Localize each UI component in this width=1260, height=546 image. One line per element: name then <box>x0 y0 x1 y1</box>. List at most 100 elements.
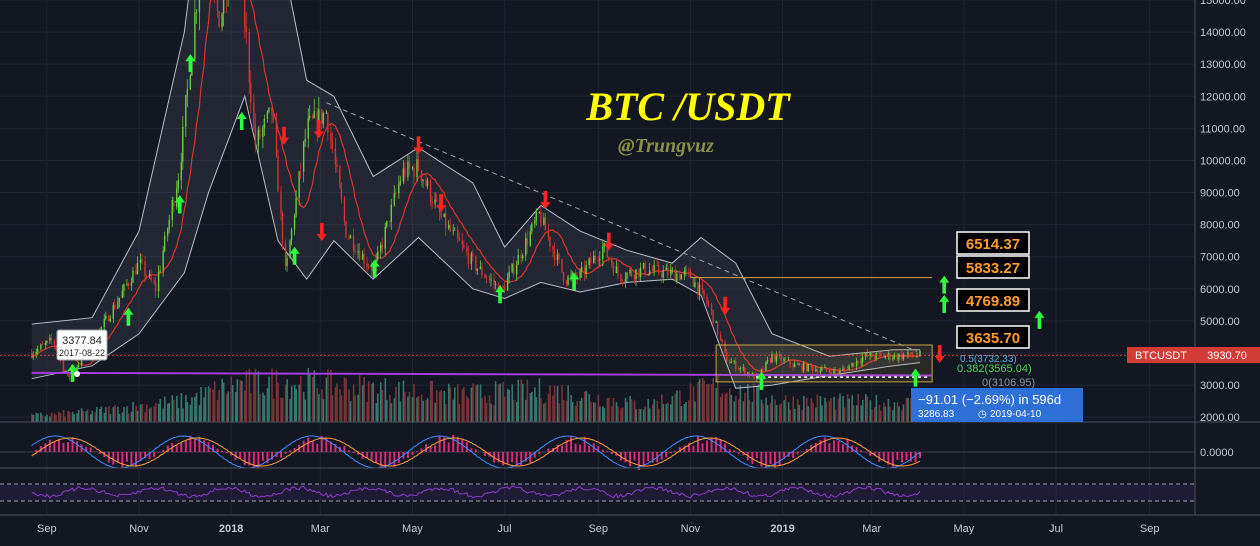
candle-body <box>354 251 355 253</box>
volume-bar <box>341 395 343 422</box>
macd-histogram-bar <box>312 441 314 452</box>
volume-bar <box>717 376 719 422</box>
target-label-4[interactable]: 3635.70 <box>957 326 1029 348</box>
volume-bar <box>76 413 78 422</box>
volume-bar <box>36 413 38 422</box>
candle-body <box>167 229 168 236</box>
volume-bar <box>575 406 577 422</box>
candle-body <box>599 259 600 261</box>
volume-bar <box>117 407 119 422</box>
candle-body <box>702 285 703 290</box>
candle-body <box>218 11 219 27</box>
volume-bar <box>412 397 414 422</box>
volume-bar <box>898 406 900 422</box>
macd-histogram-bar <box>348 450 350 452</box>
candle-body <box>422 180 423 181</box>
volume-bar <box>372 382 374 422</box>
volume-bar <box>267 388 269 422</box>
volume-bar <box>585 391 587 422</box>
start-anchor-point[interactable] <box>74 371 80 377</box>
macd-histogram-bar <box>244 452 246 465</box>
last-price-tag[interactable]: BTCUSDT 3930.70 <box>1127 347 1260 363</box>
volume-bar <box>622 408 624 422</box>
candle-body <box>108 316 109 321</box>
macd-histogram-bar <box>289 450 291 452</box>
volume-bar <box>720 397 722 422</box>
volume-bar <box>394 398 396 422</box>
macd-histogram-bar <box>756 452 758 458</box>
price-tick-label: 7000.00 <box>1200 252 1240 264</box>
macd-histogram-bar <box>915 452 917 462</box>
candle-body <box>253 103 254 124</box>
macd-histogram-bar <box>194 438 196 452</box>
time-tick-label: 2019 <box>770 523 794 535</box>
candle-body <box>371 267 372 271</box>
volume-bar <box>87 409 89 422</box>
volume-bar <box>336 384 338 422</box>
time-tick-label: Nov <box>681 523 701 535</box>
candle-body <box>264 119 265 128</box>
candle-body <box>255 124 256 146</box>
volume-bar <box>72 412 74 422</box>
macd-histogram-bar <box>439 436 441 452</box>
candle-body <box>540 212 541 225</box>
target-labels[interactable]: 6514.37 5833.27 4769.89 3635.70 <box>957 232 1029 348</box>
candle-body <box>135 271 136 275</box>
volume-bar <box>753 384 755 422</box>
target-label-2[interactable]: 5833.27 <box>957 256 1029 278</box>
measure-callout-date: 2019-04-10 <box>990 409 1042 420</box>
volume-bar <box>164 397 166 422</box>
candle-body <box>40 345 41 349</box>
volume-bar <box>489 395 491 422</box>
volume-bar <box>155 403 157 422</box>
candle-body <box>277 156 278 192</box>
volume-bar <box>507 389 509 422</box>
measure-callout[interactable]: −91.01 (−2.69%) in 596d 3286.83 ◷ 2019-0… <box>911 388 1083 422</box>
volume-bar <box>294 385 296 422</box>
volume-bar <box>685 402 687 422</box>
volume-bar <box>137 411 139 422</box>
candle-body <box>625 279 626 282</box>
macd-histogram-bar <box>584 437 586 452</box>
candle-body <box>647 275 648 276</box>
macd-histogram-bar <box>121 452 123 467</box>
volume-bar <box>241 381 243 422</box>
candle-body <box>567 276 568 284</box>
macd-histogram-bar <box>647 452 649 461</box>
candle-body <box>427 180 428 186</box>
volume-bar <box>490 404 492 422</box>
candle-body <box>273 115 274 120</box>
volume-bar <box>389 395 391 422</box>
volume-bar <box>495 381 497 422</box>
volume-bar <box>774 399 776 422</box>
volume-bar <box>820 396 822 422</box>
volume-bar <box>743 401 745 422</box>
macd-histogram-bar <box>819 440 821 452</box>
volume-bar <box>226 394 228 422</box>
volume-bar <box>253 373 255 422</box>
volume-bar <box>770 403 772 422</box>
volume-bar <box>271 369 273 422</box>
macd-histogram-bar <box>606 451 608 452</box>
candle-body <box>486 278 487 279</box>
volume-bar <box>400 402 402 422</box>
volume-bar <box>502 382 504 422</box>
candle-body <box>291 230 292 241</box>
candle-body <box>341 188 342 199</box>
macd-histogram-bar <box>769 452 771 464</box>
macd-histogram-bar <box>860 451 862 452</box>
volume-bar <box>162 408 164 422</box>
candle-body <box>585 265 586 274</box>
candle-body <box>525 238 526 255</box>
target-label-1[interactable]: 6514.37 <box>957 232 1029 254</box>
candle-body <box>185 95 186 127</box>
candle-body <box>69 376 70 378</box>
candle-body <box>172 200 173 220</box>
target-label-3[interactable]: 4769.89 <box>957 289 1029 311</box>
volume-bar <box>584 392 586 422</box>
candle-body <box>508 272 509 278</box>
candle-body <box>221 14 222 28</box>
candle-body <box>693 278 694 287</box>
macd-histogram-bar <box>76 441 78 452</box>
